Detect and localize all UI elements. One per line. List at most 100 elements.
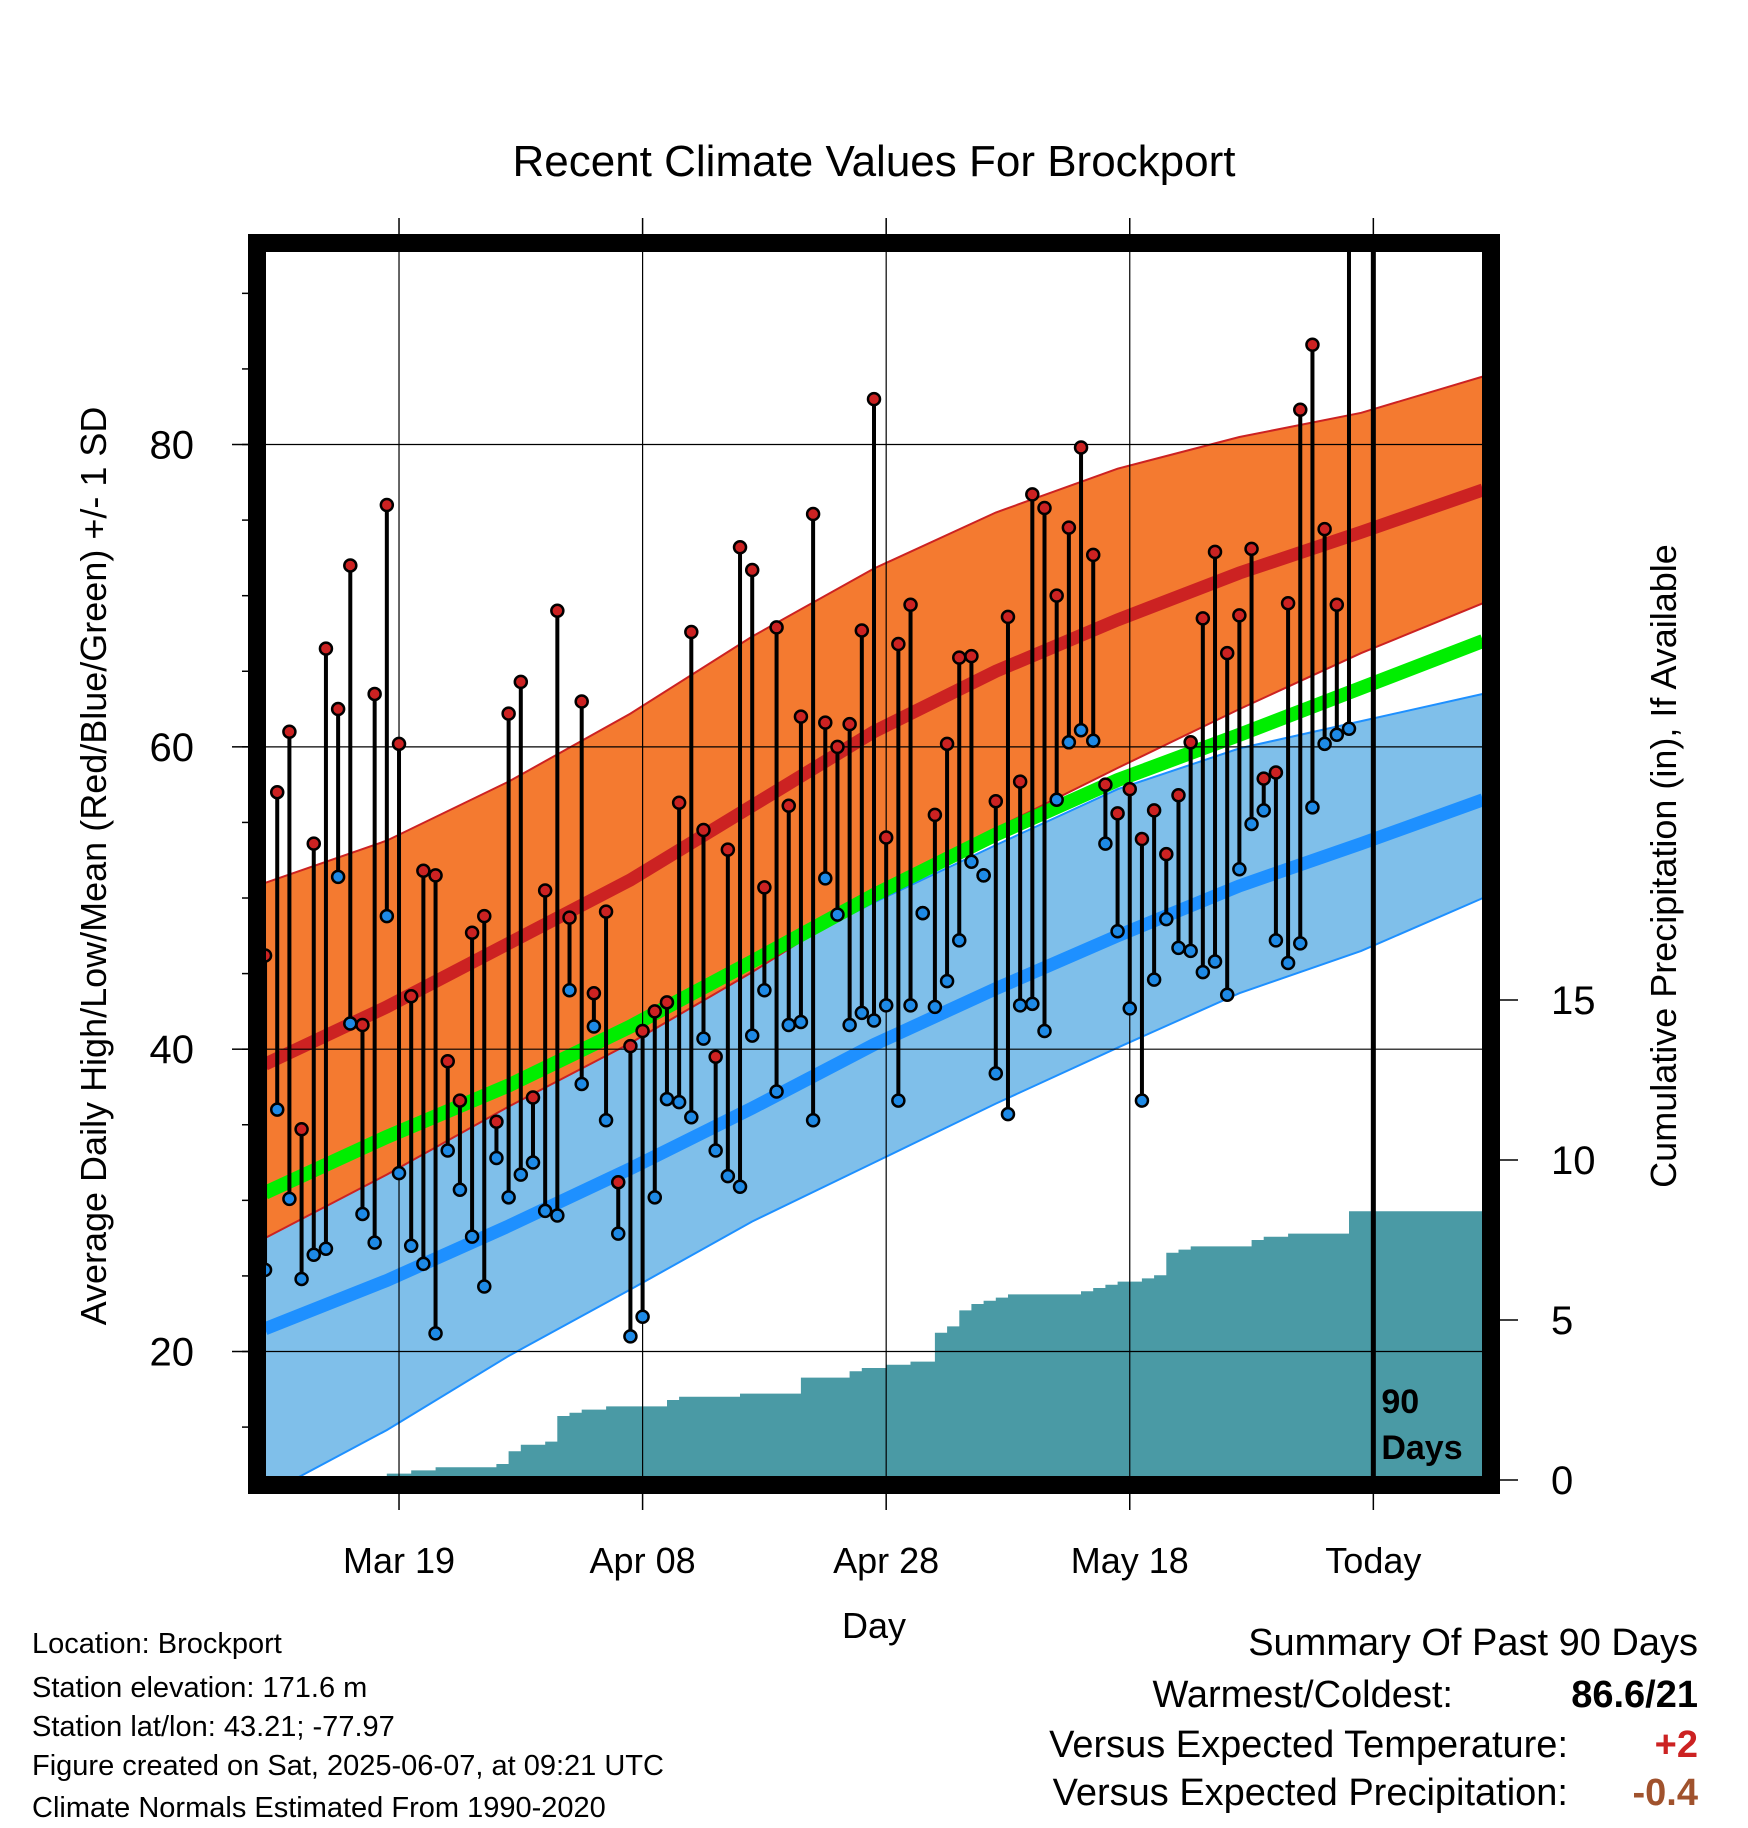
daily-high-point xyxy=(416,863,431,879)
daily-high-point xyxy=(306,836,322,851)
x-tick-label: Apr 28 xyxy=(833,1540,939,1581)
daily-high-point xyxy=(891,636,906,652)
daily-low-point xyxy=(550,1208,565,1223)
daily-low-point xyxy=(1098,836,1113,851)
daily-high-point xyxy=(1268,765,1284,780)
days-marker-label-2: Days xyxy=(1381,1429,1462,1467)
daily-high-point xyxy=(1195,611,1211,626)
daily-high-point xyxy=(757,880,772,895)
x-axis-title: Day xyxy=(842,1605,906,1646)
daily-low-point xyxy=(927,999,943,1015)
daily-low-point xyxy=(269,1102,285,1117)
days-marker-label-1: 90 xyxy=(1381,1383,1419,1421)
y-tick-label: 60 xyxy=(150,726,195,770)
daily-low-point xyxy=(306,1247,322,1263)
daily-low-point xyxy=(501,1190,516,1205)
daily-low-point xyxy=(403,1238,419,1253)
daily-low-point xyxy=(671,1094,687,1110)
daily-high-point xyxy=(586,985,602,1001)
daily-high-point xyxy=(1110,806,1125,821)
daily-low-point xyxy=(343,1016,358,1031)
daily-low-point xyxy=(598,1112,614,1128)
daily-high-point xyxy=(1343,0,1355,6)
daily-low-point xyxy=(757,982,772,998)
daily-low-point xyxy=(1341,721,1357,736)
daily-high-point xyxy=(282,724,297,739)
daily-high-point xyxy=(1329,597,1345,613)
daily-low-point xyxy=(355,1206,370,1222)
daily-low-point xyxy=(379,908,395,924)
daily-high-point xyxy=(403,989,419,1004)
daily-low-point xyxy=(391,1165,407,1181)
daily-high-point xyxy=(781,798,796,814)
daily-low-point xyxy=(988,1066,1004,1081)
daily-low-point xyxy=(574,1076,589,1092)
daily-low-point xyxy=(1073,722,1089,738)
daily-low-point xyxy=(769,1084,784,1099)
daily-observations xyxy=(262,0,1357,1344)
daily-high-point xyxy=(842,716,857,732)
y-tick-label: 20 xyxy=(150,1331,195,1375)
daily-high-point xyxy=(1000,609,1016,625)
daily-low-point xyxy=(1268,933,1284,948)
daily-high-point xyxy=(1073,440,1089,455)
daily-low-point xyxy=(282,1191,297,1207)
x-tick-label: May 18 xyxy=(1071,1540,1189,1581)
footer-created: Figure created on Sat, 2025-06-07, at 09… xyxy=(32,1750,664,1782)
daily-low-point xyxy=(830,907,845,922)
daily-high-point xyxy=(805,506,821,522)
daily-high-point xyxy=(574,694,589,709)
daily-low-point xyxy=(1110,924,1125,939)
daily-low-point xyxy=(294,1271,309,1287)
daily-low-point xyxy=(623,1329,638,1344)
daily-low-point xyxy=(866,1013,882,1028)
daily-low-point xyxy=(1061,735,1077,750)
daily-low-point xyxy=(1049,792,1064,808)
daily-high-point xyxy=(1183,735,1198,750)
daily-low-point xyxy=(878,998,894,1013)
daily-low-point xyxy=(805,1112,821,1128)
daily-low-point xyxy=(1317,736,1332,752)
daily-low-point xyxy=(1244,816,1259,832)
daily-low-point xyxy=(1146,972,1162,987)
daily-low-point xyxy=(659,1091,675,1107)
y-axis-title: Average Daily High/Low/Mean (Red/Blue/Gr… xyxy=(73,407,114,1326)
daily-high-point xyxy=(671,795,687,811)
daily-high-point xyxy=(866,391,882,407)
daily-low-point xyxy=(440,1143,455,1158)
daily-high-point xyxy=(1293,402,1308,417)
daily-high-point xyxy=(1025,487,1040,502)
daily-low-point xyxy=(1183,943,1198,959)
daily-high-point xyxy=(647,1004,663,1019)
daily-high-point xyxy=(769,620,784,635)
y-axis-right: 0 5 10 15 xyxy=(1500,979,1596,1503)
daily-low-point xyxy=(818,871,833,886)
daily-high-point xyxy=(708,1049,723,1064)
daily-high-point xyxy=(720,842,736,857)
daily-high-point xyxy=(330,701,346,717)
x-axis: Mar 19 Apr 08 Apr 28 May 18 Today xyxy=(343,218,1421,1581)
daily-high-point xyxy=(489,1114,504,1129)
normal-low-line xyxy=(262,793,1486,1335)
summary-warmest-label: Warmest/Coldest: xyxy=(1152,1674,1453,1716)
daily-low-point xyxy=(720,1168,736,1184)
chart-title: Recent Climate Values For Brockport xyxy=(512,137,1235,186)
daily-high-point xyxy=(793,709,809,724)
daily-high-point xyxy=(1207,544,1223,560)
footer-normals: Climate Normals Estimated From 1990-2020 xyxy=(32,1792,606,1824)
daily-low-point xyxy=(367,1235,382,1250)
x-tick-label: Apr 08 xyxy=(590,1540,696,1581)
daily-high-point xyxy=(988,794,1004,809)
y2-tick-label: 0 xyxy=(1551,1459,1573,1503)
daily-low-point xyxy=(416,1256,431,1272)
daily-low-point xyxy=(1293,936,1308,951)
daily-high-point xyxy=(550,603,565,619)
daily-low-point xyxy=(1037,1023,1052,1039)
daily-high-point xyxy=(477,908,492,924)
daily-high-point xyxy=(1098,777,1113,792)
daily-high-point xyxy=(440,1054,455,1069)
summary-temp-value: +2 xyxy=(1654,1724,1698,1766)
daily-high-point xyxy=(854,623,870,638)
daily-high-point xyxy=(294,1122,309,1137)
footer-latlon: Station lat/lon: 43.21; -77.97 xyxy=(32,1711,395,1743)
